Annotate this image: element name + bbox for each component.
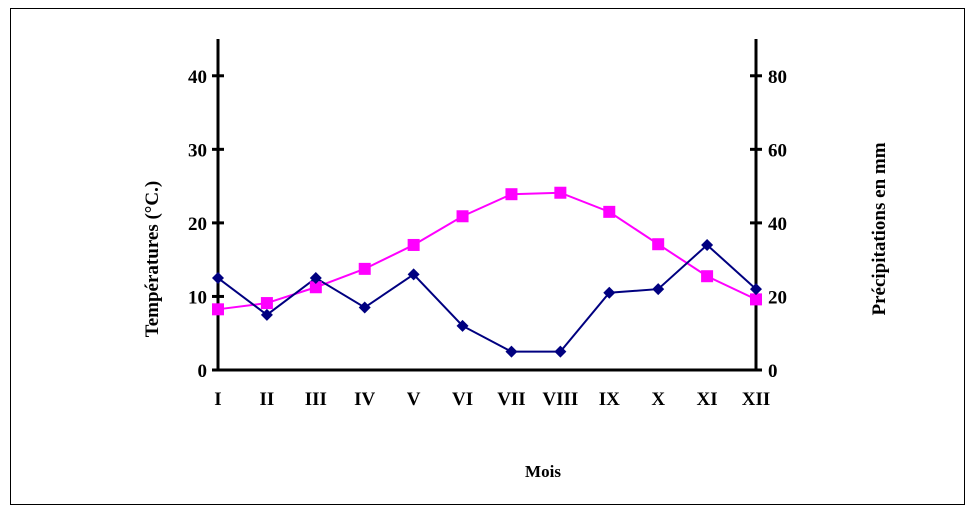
square-marker: [260, 297, 273, 310]
y-right-tick-label: 0: [768, 361, 778, 382]
y-left-tick-label: 40: [188, 67, 207, 88]
diamond-marker: [212, 272, 224, 285]
x-tick-label: XI: [697, 389, 718, 410]
y-axis-right-title: Précipitations en mm: [869, 142, 890, 315]
diamond-marker: [505, 345, 518, 358]
x-tick-label: VII: [497, 389, 526, 410]
y-axis-left-title: Températures (°C.): [142, 181, 163, 337]
series-lines: [217, 191, 757, 353]
y-right-tick-label: 80: [768, 67, 787, 88]
y-right-tick-label: 60: [768, 140, 787, 161]
square-marker: [554, 186, 567, 199]
diamond-marker: [750, 283, 762, 296]
square-marker: [456, 210, 469, 223]
diamond-marker: [309, 272, 322, 285]
y-left-tick-label: 20: [188, 214, 207, 235]
square-marker: [407, 238, 420, 251]
x-tick-label: III: [305, 389, 327, 410]
x-tick-label: II: [260, 389, 275, 410]
diamond-marker: [358, 301, 371, 314]
x-tick-label: VI: [452, 389, 473, 410]
y-right-tick-label: 40: [768, 214, 787, 235]
diamond-marker: [260, 308, 273, 321]
x-axis-title: Mois: [525, 462, 561, 481]
x-tick-label: IX: [599, 389, 620, 410]
series-line-0: [217, 191, 757, 311]
diamond-marker: [554, 345, 567, 358]
y-left-tick-label: 10: [188, 287, 207, 308]
square-marker: [652, 238, 665, 251]
diamond-marker: [456, 319, 469, 332]
x-tick-label: X: [651, 389, 665, 410]
x-tick-label: V: [407, 389, 421, 410]
x-tick-label: VIII: [542, 389, 578, 410]
y-left-tick-label: 30: [188, 140, 207, 161]
chart-frame: 0 10 20 30 40 0 20 40 60 80 I II III IV V VI VII VIII IX X X…: [10, 8, 965, 505]
diamond-marker: [603, 286, 616, 299]
square-marker: [212, 303, 224, 316]
square-marker: [750, 293, 762, 306]
x-tick-label: I: [214, 389, 221, 410]
series-line-1: [217, 243, 757, 353]
diamond-marker: [652, 283, 665, 296]
diamond-marker: [407, 268, 420, 281]
square-marker: [701, 270, 714, 283]
x-tick-label: XII: [742, 389, 771, 410]
y-left-tick-label: 0: [198, 361, 208, 382]
series-markers: [212, 186, 762, 358]
x-tick-label: IV: [354, 389, 375, 410]
y-right-tick-label: 20: [768, 287, 787, 308]
diamond-marker: [701, 238, 714, 251]
square-marker: [603, 205, 616, 218]
square-marker: [309, 281, 322, 294]
square-marker: [505, 188, 518, 201]
square-marker: [358, 262, 371, 275]
